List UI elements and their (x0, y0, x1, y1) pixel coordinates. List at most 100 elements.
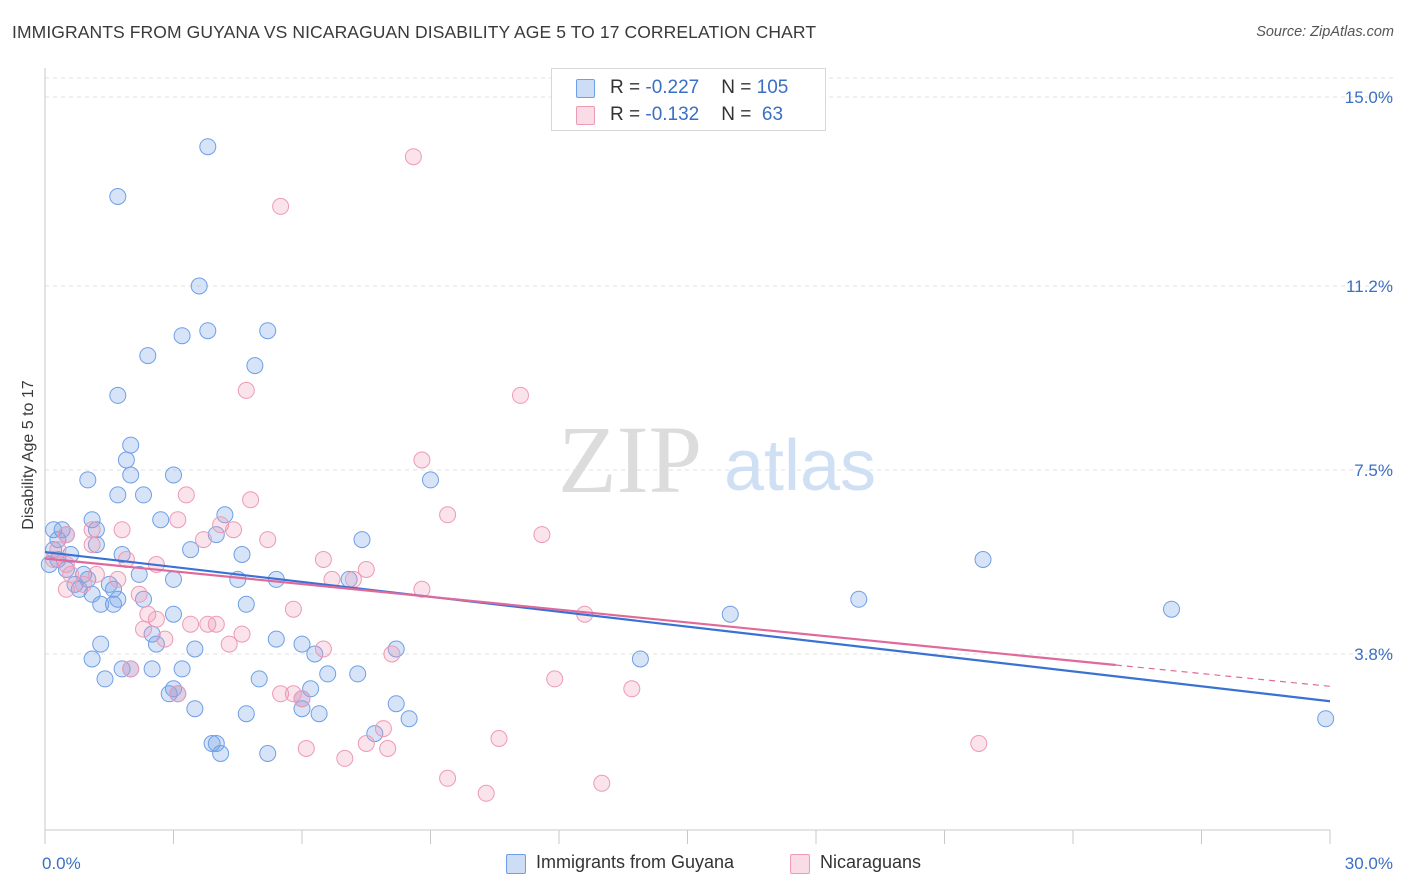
point-nicaraguans (293, 690, 311, 708)
point-nicaraguans (130, 585, 148, 603)
point-guyana (850, 590, 868, 608)
point-guyana (190, 277, 208, 295)
point-nicaraguans (593, 774, 611, 792)
point-nicaraguans (314, 640, 332, 658)
point-nicaraguans (207, 615, 225, 633)
point-nicaraguans (284, 600, 302, 618)
point-guyana (203, 735, 221, 752)
point-guyana (186, 700, 204, 718)
watermark-zip: ZIP (558, 406, 702, 513)
point-guyana (113, 660, 131, 678)
point-nicaraguans (404, 148, 422, 166)
point-nicaraguans (57, 526, 75, 544)
y-tick-label: 11.2% (1346, 277, 1393, 296)
legend-r-value: -0.227 (645, 77, 700, 98)
point-guyana (92, 635, 110, 653)
point-nicaraguans (242, 491, 260, 509)
point-guyana (353, 531, 371, 549)
point-nicaraguans (135, 620, 152, 638)
chart-title: IMMIGRANTS FROM GUYANA VS NICARAGUAN DIS… (12, 22, 817, 42)
point-guyana (259, 322, 277, 340)
point-guyana (1163, 600, 1180, 618)
point-guyana (165, 570, 182, 588)
point-guyana (1317, 710, 1335, 728)
point-nicaraguans (83, 536, 101, 554)
point-nicaraguans (439, 769, 457, 787)
point-guyana (400, 710, 418, 728)
point-nicaraguans (439, 506, 457, 524)
point-nicaraguans (225, 521, 242, 539)
point-nicaraguans (109, 570, 127, 588)
point-guyana (109, 386, 127, 404)
point-guyana (207, 735, 225, 752)
point-guyana (182, 541, 200, 559)
trend-line-nicaraguans (44, 557, 1116, 667)
point-nicaraguans (195, 531, 212, 549)
point-nicaraguans (212, 516, 230, 534)
point-guyana (117, 451, 135, 469)
series-label-guyana: Immigrants from Guyana (536, 852, 735, 872)
y-tick-label: 15.0% (1345, 88, 1393, 107)
point-nicaraguans (156, 630, 174, 648)
point-guyana (109, 188, 127, 205)
point-nicaraguans (237, 381, 255, 399)
point-nicaraguans (220, 635, 238, 653)
point-nicaraguans (75, 575, 93, 593)
y-axis-title: Disability Age 5 to 17 (20, 380, 37, 530)
point-guyana (122, 466, 140, 484)
point-nicaraguans (383, 645, 401, 663)
point-nicaraguans (233, 625, 251, 643)
legend-r-value: -0.132 (645, 104, 700, 125)
point-nicaraguans (182, 615, 200, 633)
x-tick-label: 0.0% (42, 854, 81, 873)
point-guyana (199, 138, 217, 156)
point-nicaraguans (413, 580, 431, 598)
point-guyana (105, 580, 122, 598)
point-guyana (109, 486, 127, 504)
point-nicaraguans (357, 561, 375, 578)
point-guyana (212, 745, 230, 762)
point-guyana (246, 357, 264, 375)
y-tick-label: 7.5% (1354, 461, 1393, 480)
point-guyana (135, 486, 152, 504)
point-guyana (366, 725, 384, 743)
point-guyana (233, 546, 251, 563)
point-nicaraguans (379, 740, 397, 757)
legend-n-value: 105 (756, 77, 789, 98)
point-nicaraguans (546, 670, 564, 688)
watermark: ZIP atlas (558, 406, 876, 513)
point-guyana (259, 745, 277, 762)
point-guyana (165, 466, 182, 484)
point-guyana (199, 322, 217, 340)
correlation-legend: R = -0.227 N = 105 R = -0.132 N = 63 (551, 68, 826, 131)
point-nicaraguans (169, 685, 187, 703)
trend-line-guyana (44, 550, 1331, 703)
point-nicaraguans (87, 565, 105, 583)
point-guyana (422, 471, 439, 489)
legend-swatch-nicaraguans (576, 106, 595, 125)
point-nicaraguans (413, 451, 431, 469)
point-nicaraguans (113, 521, 131, 539)
point-guyana (173, 660, 191, 678)
legend-n-label: N = (721, 104, 757, 125)
point-guyana (237, 595, 255, 613)
point-guyana (83, 511, 101, 529)
point-guyana (721, 605, 739, 623)
point-guyana (83, 650, 101, 668)
point-guyana (79, 471, 97, 489)
point-guyana (165, 605, 182, 623)
point-guyana (122, 436, 140, 454)
point-guyana (186, 640, 204, 658)
point-guyana (96, 670, 114, 688)
point-nicaraguans (147, 610, 165, 628)
point-nicaraguans (970, 735, 988, 752)
point-nicaraguans (297, 740, 315, 757)
axes (44, 68, 1331, 844)
point-guyana (160, 685, 178, 703)
watermark-atlas: atlas (724, 426, 876, 506)
point-nicaraguans (477, 784, 495, 802)
legend-r-label: R = (610, 77, 646, 98)
point-nicaraguans (272, 685, 290, 703)
point-guyana (130, 565, 148, 583)
point-guyana (147, 635, 165, 653)
